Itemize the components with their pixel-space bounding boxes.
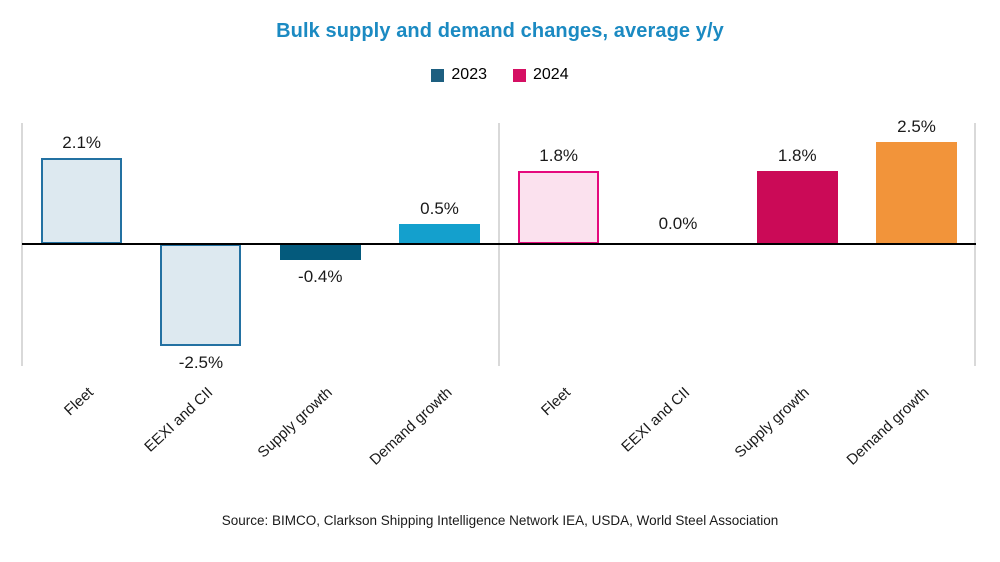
axis-label-2024-demand-growth: Demand growth bbox=[843, 384, 933, 469]
data-label-2023-demand-growth: 0.5% bbox=[420, 198, 459, 218]
legend-label-2024: 2024 bbox=[533, 66, 569, 83]
legend-swatch-2023-icon bbox=[431, 68, 445, 82]
data-label-2023-fleet: 2.1% bbox=[62, 133, 102, 153]
data-label-2024-demand-growth: 2.5% bbox=[897, 117, 936, 136]
legend: 2023 2024 bbox=[0, 66, 1000, 84]
bar-2024-supply-growth bbox=[756, 170, 838, 244]
data-label-2024-fleet: 1.8% bbox=[539, 145, 579, 165]
axis-label-2024-fleet: Fleet bbox=[538, 384, 575, 420]
bar-2023-eexi-and-cii bbox=[160, 244, 242, 346]
bar-2023-demand-growth bbox=[399, 223, 481, 244]
bar-2024-demand-growth bbox=[876, 142, 958, 244]
zero-axis-line bbox=[22, 243, 976, 245]
data-label-2024-supply-growth: 1.8% bbox=[777, 145, 817, 165]
data-label-2023-eexi-and-cii: -2.5% bbox=[178, 353, 224, 372]
legend-label-2023: 2023 bbox=[451, 66, 487, 83]
axis-label-2024-supply-growth: Supply growth bbox=[731, 384, 813, 462]
axis-label-2023-fleet: Fleet bbox=[61, 384, 98, 420]
data-label-2023-supply-growth: -0.4% bbox=[298, 267, 343, 287]
legend-item-2023: 2023 bbox=[431, 66, 487, 84]
axis-label-2023-demand-growth: Demand growth bbox=[366, 384, 456, 469]
axis-label-2023-eexi-and-cii: EEXI and CII bbox=[141, 384, 217, 456]
bar-2023-fleet bbox=[41, 158, 123, 244]
data-label-2024-eexi-and-cii: 0.0% bbox=[658, 214, 698, 233]
legend-swatch-2024-icon bbox=[513, 68, 526, 82]
axis-label-2024-eexi-and-cii: EEXI and CII bbox=[618, 384, 694, 456]
source-note: Source: BIMCO, Clarkson Shipping Intelli… bbox=[221, 513, 779, 528]
bar-2024-fleet bbox=[518, 170, 600, 244]
axis-label-2023-supply-growth: Supply growth bbox=[254, 384, 336, 462]
legend-item-2024: 2024 bbox=[513, 66, 569, 84]
bar-2023-supply-growth bbox=[279, 244, 361, 261]
chart-title: Bulk supply and demand changes, average … bbox=[276, 20, 724, 42]
